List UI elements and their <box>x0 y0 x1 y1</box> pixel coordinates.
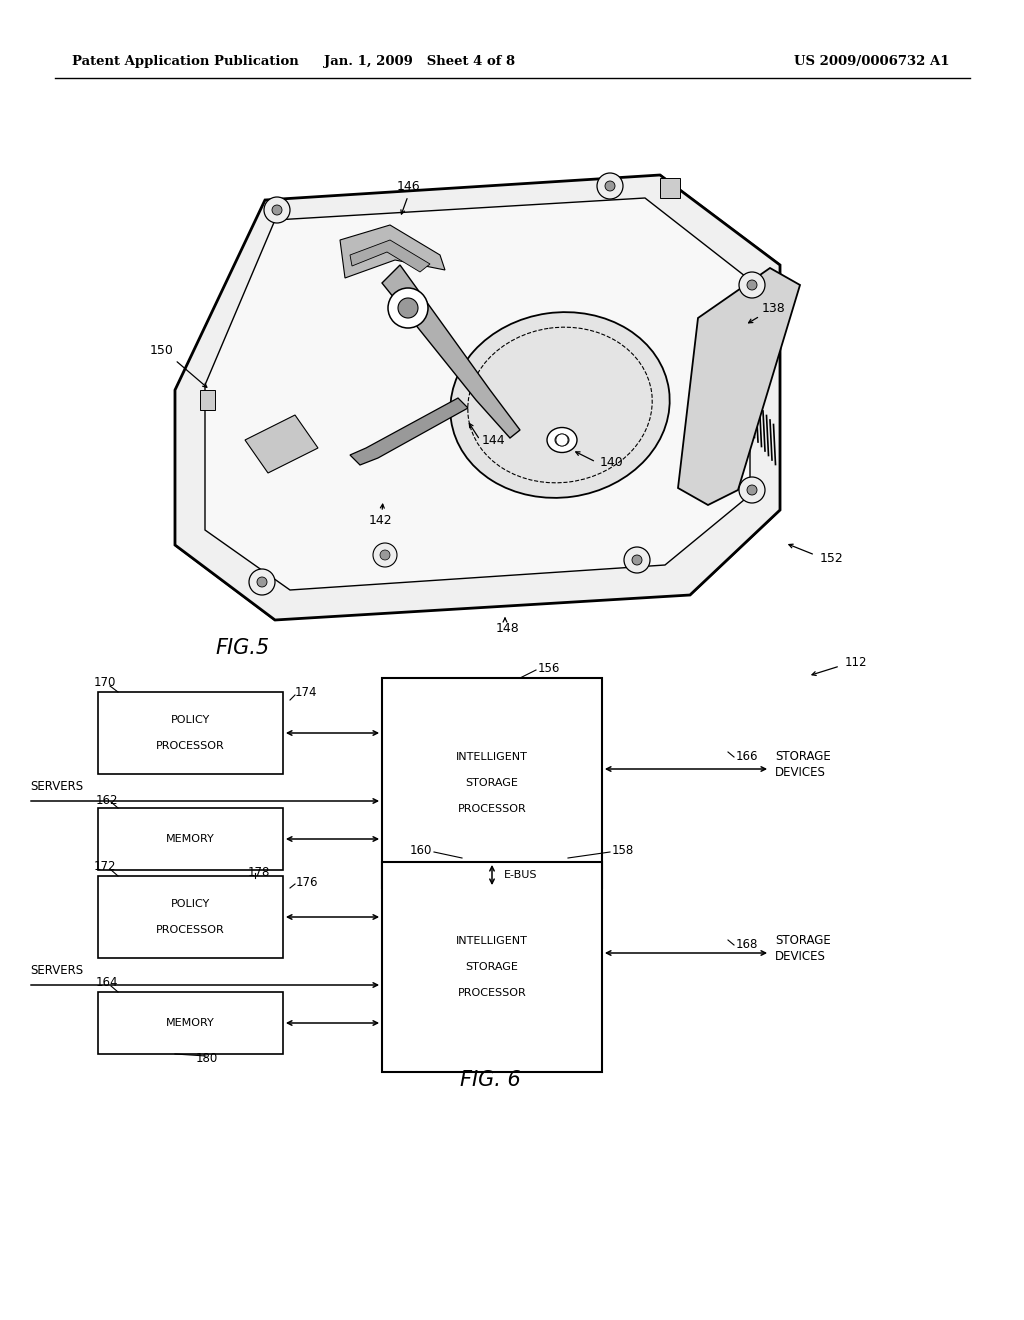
Circle shape <box>373 543 397 568</box>
Text: 178: 178 <box>248 866 270 879</box>
Circle shape <box>398 298 418 318</box>
Circle shape <box>739 477 765 503</box>
Text: E-BUS: E-BUS <box>504 870 538 880</box>
Polygon shape <box>340 224 445 279</box>
Circle shape <box>264 197 290 223</box>
Text: Jan. 1, 2009   Sheet 4 of 8: Jan. 1, 2009 Sheet 4 of 8 <box>325 55 515 69</box>
Text: PROCESSOR: PROCESSOR <box>458 987 526 998</box>
Text: PROCESSOR: PROCESSOR <box>458 804 526 814</box>
Text: 174: 174 <box>295 686 317 700</box>
Text: 142: 142 <box>369 513 392 527</box>
Circle shape <box>272 205 282 215</box>
Polygon shape <box>200 389 215 411</box>
Text: FIG. 6: FIG. 6 <box>460 1071 520 1090</box>
Circle shape <box>632 554 642 565</box>
FancyBboxPatch shape <box>98 876 283 958</box>
Polygon shape <box>245 414 318 473</box>
Ellipse shape <box>547 428 577 453</box>
Polygon shape <box>175 389 275 620</box>
FancyBboxPatch shape <box>382 678 602 888</box>
FancyBboxPatch shape <box>98 692 283 774</box>
Text: 164: 164 <box>96 977 119 990</box>
Text: 180: 180 <box>196 1052 218 1064</box>
Text: 148: 148 <box>496 622 520 635</box>
Text: 112: 112 <box>845 656 867 669</box>
Circle shape <box>739 272 765 298</box>
Circle shape <box>257 577 267 587</box>
Text: MEMORY: MEMORY <box>166 834 215 843</box>
Polygon shape <box>382 265 520 438</box>
Text: SERVERS: SERVERS <box>30 965 83 978</box>
FancyBboxPatch shape <box>98 808 283 870</box>
FancyBboxPatch shape <box>98 993 283 1053</box>
Text: 144: 144 <box>482 433 506 446</box>
Polygon shape <box>678 268 800 506</box>
Text: 150: 150 <box>151 343 174 356</box>
Polygon shape <box>660 176 780 595</box>
Polygon shape <box>205 198 750 590</box>
Text: 176: 176 <box>296 875 318 888</box>
Circle shape <box>746 484 757 495</box>
Text: PROCESSOR: PROCESSOR <box>156 925 225 935</box>
Text: 172: 172 <box>94 861 117 874</box>
Circle shape <box>556 434 568 446</box>
Ellipse shape <box>451 312 670 498</box>
Circle shape <box>388 288 428 327</box>
Circle shape <box>380 550 390 560</box>
Text: STORAGE: STORAGE <box>466 962 518 972</box>
Text: SERVERS: SERVERS <box>30 780 83 793</box>
Circle shape <box>597 173 623 199</box>
Circle shape <box>624 546 650 573</box>
Text: 168: 168 <box>736 937 759 950</box>
Text: INTELLIGENT: INTELLIGENT <box>456 936 528 946</box>
Text: 152: 152 <box>820 552 844 565</box>
Text: 138: 138 <box>762 301 785 314</box>
Text: STORAGE
DEVICES: STORAGE DEVICES <box>775 751 830 780</box>
Text: 156: 156 <box>538 661 560 675</box>
Text: STORAGE
DEVICES: STORAGE DEVICES <box>775 935 830 964</box>
Text: POLICY: POLICY <box>171 715 210 725</box>
Polygon shape <box>175 176 780 620</box>
Text: MEMORY: MEMORY <box>166 1018 215 1028</box>
Text: 170: 170 <box>94 676 117 689</box>
Text: US 2009/0006732 A1: US 2009/0006732 A1 <box>795 55 950 69</box>
Text: 160: 160 <box>410 845 432 858</box>
Text: 158: 158 <box>612 843 634 857</box>
Ellipse shape <box>555 434 569 446</box>
Circle shape <box>605 181 615 191</box>
Circle shape <box>249 569 275 595</box>
Text: 162: 162 <box>96 793 119 807</box>
Text: INTELLIGENT: INTELLIGENT <box>456 752 528 762</box>
Polygon shape <box>350 240 430 272</box>
Text: 140: 140 <box>600 455 624 469</box>
Text: 166: 166 <box>736 750 759 763</box>
Text: PROCESSOR: PROCESSOR <box>156 741 225 751</box>
Polygon shape <box>350 399 468 465</box>
FancyBboxPatch shape <box>382 862 602 1072</box>
Polygon shape <box>660 178 680 198</box>
Circle shape <box>746 280 757 290</box>
Text: Patent Application Publication: Patent Application Publication <box>72 55 299 69</box>
Text: STORAGE: STORAGE <box>466 777 518 788</box>
Text: 146: 146 <box>396 180 420 193</box>
Text: POLICY: POLICY <box>171 899 210 909</box>
Text: FIG.5: FIG.5 <box>215 638 269 657</box>
